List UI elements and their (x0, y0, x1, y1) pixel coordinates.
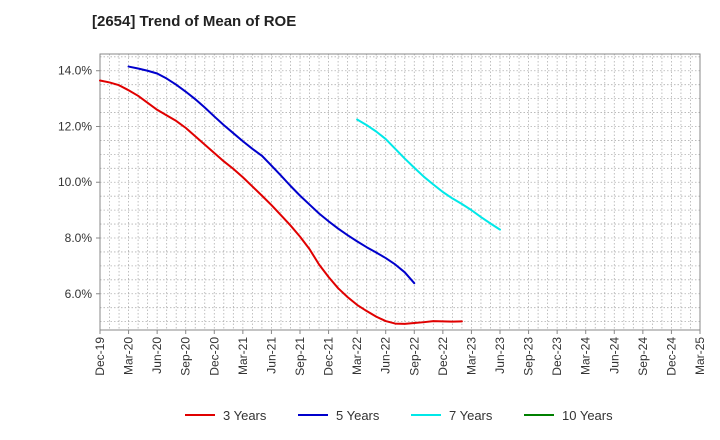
x-tick-label: Dec-23 (550, 337, 564, 376)
y-tick-label: 14.0% (58, 64, 92, 78)
x-tick-label: Mar-25 (693, 337, 707, 375)
plot-frame (99, 53, 701, 331)
legend-label-5-years: 5 Years (336, 408, 380, 423)
legend-label-7-years: 7 Years (449, 408, 493, 423)
x-tick-label: Mar-22 (350, 337, 364, 375)
x-tick-label: Dec-20 (207, 337, 221, 376)
x-tick-label: Dec-21 (322, 337, 336, 376)
x-tick-label: Mar-21 (236, 337, 250, 375)
y-tick-label: 12.0% (58, 119, 92, 133)
x-tick-label: Mar-24 (579, 337, 593, 375)
y-tick-label: 10.0% (58, 175, 92, 189)
x-tick-label: Mar-23 (464, 337, 478, 375)
series-line-5-years (127, 65, 416, 285)
x-tick-label: Jun-20 (150, 337, 164, 374)
legend-label-3-years: 3 Years (223, 408, 267, 423)
series-lines (99, 65, 501, 325)
x-tick-label: Jun-21 (264, 337, 278, 374)
chart-title: [2654] Trend of Mean of ROE (92, 13, 297, 30)
series-line-7-years (356, 118, 501, 231)
x-tick-label: Dec-22 (436, 337, 450, 376)
axes: 6.0% 8.0% 10.0% 12.0% 14.0% Dec-19 Mar-20 Jun-2… (58, 64, 707, 376)
y-tick-label: 6.0% (65, 287, 93, 301)
x-tick-label: Sep-22 (407, 337, 421, 376)
x-tick-label: Sep-23 (522, 337, 536, 376)
x-tick-label: Jun-22 (379, 337, 393, 374)
legend: 3 Years 5 Years 7 Years 10 Years (185, 408, 613, 423)
legend-label-10-years: 10 Years (562, 408, 613, 423)
y-tick-label: 8.0% (65, 231, 93, 245)
x-tick-label: Dec-19 (93, 337, 107, 376)
x-tick-label: Dec-24 (664, 337, 678, 376)
grid (100, 54, 700, 330)
x-tick-label: Sep-20 (179, 337, 193, 376)
x-tick-label: Mar-20 (122, 337, 136, 375)
x-tick-label: Sep-21 (293, 337, 307, 376)
x-tick-label: Jun-23 (493, 337, 507, 374)
series-line-3-years (99, 79, 463, 325)
x-tick-label: Sep-24 (636, 337, 650, 376)
x-tick-label: Jun-24 (607, 337, 621, 374)
